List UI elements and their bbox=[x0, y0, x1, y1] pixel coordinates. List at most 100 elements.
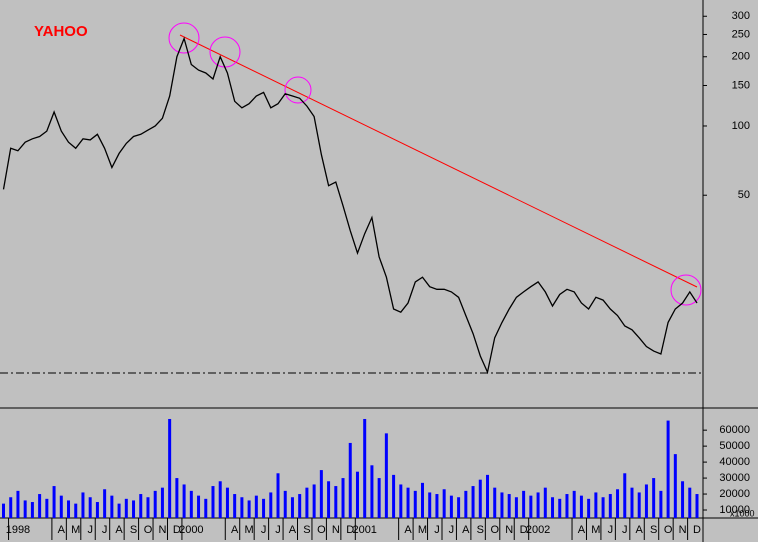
volume-bar bbox=[262, 498, 266, 518]
volume-bar bbox=[2, 503, 5, 518]
y-tick-label: 100 bbox=[732, 120, 750, 132]
x-tick-label: 2002 bbox=[526, 524, 550, 536]
volume-bar bbox=[514, 497, 518, 518]
volume-bar bbox=[305, 487, 309, 518]
x-tick-label: A bbox=[58, 524, 66, 536]
x-tick-label: D bbox=[173, 524, 181, 536]
y-tick-label: 300 bbox=[732, 10, 750, 22]
volume-bar bbox=[182, 484, 186, 518]
y-tick-label: 10000 bbox=[719, 504, 750, 516]
x-tick-label: A bbox=[578, 524, 586, 536]
volume-bar bbox=[103, 489, 107, 518]
x-tick-label: N bbox=[679, 524, 687, 536]
volume-bar bbox=[160, 487, 164, 518]
x-tick-label: O bbox=[490, 524, 499, 536]
x-tick-label: 1998 bbox=[6, 524, 30, 536]
x-tick-label: S bbox=[477, 524, 484, 536]
volume-bar bbox=[507, 494, 511, 518]
trend-line bbox=[179, 34, 698, 288]
volume-bar bbox=[449, 495, 453, 518]
volume-bar bbox=[471, 486, 475, 518]
x-tick-label: A bbox=[404, 524, 412, 536]
volume-bar bbox=[269, 492, 273, 518]
volume-bar bbox=[132, 500, 136, 518]
volume-bar bbox=[370, 465, 374, 518]
volume-bar bbox=[413, 490, 417, 518]
y-tick-label: 150 bbox=[732, 79, 750, 91]
volume-bar bbox=[124, 498, 128, 518]
x-tick-label: S bbox=[303, 524, 310, 536]
volume-bar bbox=[81, 492, 85, 518]
volume-bar bbox=[673, 454, 677, 518]
volume-bar bbox=[327, 481, 331, 518]
volume-bar bbox=[67, 500, 71, 518]
volume-bar bbox=[435, 494, 439, 518]
volume-bar bbox=[478, 479, 482, 518]
volume-bar bbox=[572, 490, 576, 518]
volume-bar bbox=[298, 494, 302, 518]
volume-bar bbox=[457, 497, 461, 518]
volume-bar bbox=[659, 490, 663, 518]
x-tick-label: O bbox=[664, 524, 673, 536]
volume-bar bbox=[38, 494, 42, 518]
y-tick-label: 20000 bbox=[719, 488, 750, 500]
volume-bar bbox=[189, 490, 193, 518]
x-tick-label: D bbox=[693, 524, 701, 536]
y-tick-label: 50000 bbox=[719, 440, 750, 452]
volume-bar bbox=[399, 484, 403, 518]
highlight-circle bbox=[670, 274, 702, 306]
volume-bar bbox=[95, 502, 99, 518]
x-tick-label: 2001 bbox=[352, 524, 376, 536]
volume-bar bbox=[616, 489, 620, 518]
volume-bar bbox=[688, 487, 692, 518]
chart-title: YAHOO bbox=[34, 23, 88, 40]
x-tick-label: 2000 bbox=[179, 524, 203, 536]
volume-bar bbox=[486, 474, 490, 518]
volume-bar bbox=[442, 489, 446, 518]
volume-bar bbox=[695, 494, 699, 518]
x-tick-label: N bbox=[158, 524, 166, 536]
volume-bar bbox=[464, 490, 468, 518]
x-tick-label: M bbox=[245, 524, 254, 536]
volume-bar bbox=[493, 487, 497, 518]
x-tick-label: D bbox=[520, 524, 528, 536]
unit-label: x1000 bbox=[730, 508, 755, 518]
volume-bar bbox=[276, 473, 280, 518]
volume-bar bbox=[254, 495, 258, 518]
volume-bar bbox=[608, 494, 612, 518]
x-tick-label: J bbox=[434, 524, 440, 536]
x-tick-label: A bbox=[231, 524, 239, 536]
volume-bar bbox=[681, 481, 685, 518]
volume-bar bbox=[16, 490, 20, 518]
volume-bar bbox=[218, 481, 222, 518]
volume-bar bbox=[348, 442, 352, 518]
x-tick-label: O bbox=[144, 524, 153, 536]
volume-bar bbox=[225, 487, 229, 518]
volume-bar bbox=[211, 486, 215, 518]
volume-bar bbox=[529, 495, 533, 518]
x-tick-label: S bbox=[130, 524, 137, 536]
volume-bar bbox=[630, 487, 634, 518]
volume-bar bbox=[522, 490, 526, 518]
volume-bar bbox=[247, 500, 251, 518]
volume-bar bbox=[117, 503, 121, 518]
volume-bar bbox=[312, 484, 316, 518]
volume-bar bbox=[558, 498, 562, 518]
volume-bar bbox=[319, 470, 323, 518]
volume-bar bbox=[290, 497, 294, 518]
volume-bar bbox=[428, 492, 432, 518]
volume-bar bbox=[110, 495, 114, 518]
volume-bar bbox=[146, 497, 150, 518]
volume-bar bbox=[623, 473, 627, 518]
volume-bar bbox=[637, 492, 641, 518]
volume-bar bbox=[204, 498, 208, 518]
volume-bar bbox=[551, 497, 555, 518]
volume-bar bbox=[594, 492, 598, 518]
volume-bar bbox=[153, 490, 157, 518]
volume-bar bbox=[587, 498, 591, 518]
x-tick-label: D bbox=[346, 524, 354, 536]
volume-bar bbox=[363, 418, 367, 518]
x-tick-label: J bbox=[622, 524, 628, 536]
